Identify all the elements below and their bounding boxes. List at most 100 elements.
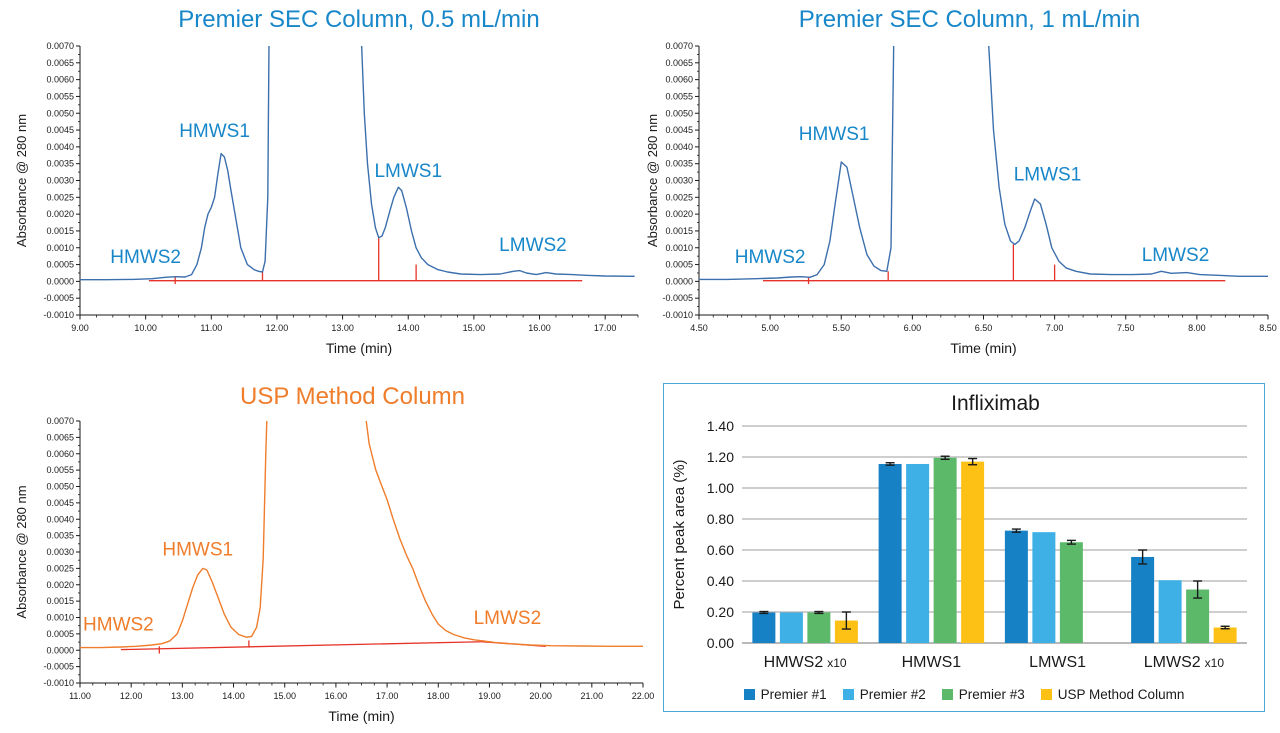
svg-text:0.0045: 0.0045 [46,125,74,135]
svg-text:Time (min): Time (min) [328,708,394,724]
legend-item-premier-2: Premier #2 [842,687,926,702]
svg-text:17.00: 17.00 [594,323,617,333]
svg-text:0.60: 0.60 [707,542,734,558]
svg-text:16.00: 16.00 [325,691,348,701]
svg-text:20.00: 20.00 [529,691,552,701]
svg-text:HMWS1: HMWS1 [162,539,233,560]
svg-text:0.0040: 0.0040 [46,514,74,524]
svg-text:0.0000: 0.0000 [46,276,74,286]
svg-text:0.0035: 0.0035 [665,159,693,169]
svg-text:0.0065: 0.0065 [46,58,74,68]
svg-text:10.00: 10.00 [134,323,157,333]
svg-text:17.00: 17.00 [376,691,399,701]
legend: Premier #1 Premier #2 Premier #3 USP Method… [664,687,1264,702]
svg-text:0.0030: 0.0030 [46,547,74,557]
chromatogram-panel-premier-1: Premier SEC Column, 1 mL/min 0.0070 0.006… [645,0,1280,365]
svg-text:LMWS2: LMWS2 [1142,245,1210,266]
chart-title-usp: USP Method Column [240,383,465,410]
svg-text:6.50: 6.50 [975,323,993,333]
svg-text:12.00: 12.00 [266,323,289,333]
svg-text:13.00: 13.00 [331,323,354,333]
svg-text:0.0050: 0.0050 [665,108,693,118]
svg-text:LMWS2: LMWS2 [499,235,567,256]
svg-text:-0.0005: -0.0005 [662,293,693,303]
svg-text:8.00: 8.00 [1188,323,1206,333]
svg-text:-0.0010: -0.0010 [662,310,693,320]
chromatogram-panel-usp: USP Method Column 0.0070 0.0065 0.0060 0.00… [0,383,655,733]
svg-text:6.00: 6.00 [904,323,922,333]
svg-text:0.0020: 0.0020 [46,580,74,590]
svg-text:0.0060: 0.0060 [665,75,693,85]
svg-text:0.0010: 0.0010 [665,243,693,253]
svg-text:0.0015: 0.0015 [665,226,693,236]
bar-chart-plot-infliximab: 0.00 0.20 0.40 0.60 0.80 1.00 1.20 1.40 HMWS2 x10… [671,418,1247,671]
svg-text:LMWS2: LMWS2 [474,608,542,629]
legend-label: Premier #3 [958,687,1025,702]
svg-text:0.0065: 0.0065 [665,58,693,68]
svg-text:0.0055: 0.0055 [46,91,74,101]
svg-text:0.0015: 0.0015 [46,596,74,606]
chromatogram-plot-usp: 0.0070 0.0065 0.0060 0.0055 0.0050 0.0045 0.00… [14,416,654,724]
svg-text:0.0025: 0.0025 [46,563,74,573]
svg-text:12.00: 12.00 [120,691,143,701]
bar-chart-panel-infliximab: Infliximab 0.00 0.20 0.40 0.60 0.80 1.00 1.20 1… [663,383,1265,712]
svg-text:13.00: 13.00 [171,691,194,701]
svg-text:16.00: 16.00 [528,323,551,333]
svg-text:0.0045: 0.0045 [665,125,693,135]
legend-label: Premier #2 [859,687,926,702]
svg-text:HMWS1: HMWS1 [799,124,870,145]
legend-item-premier-3: Premier #3 [941,687,1025,702]
svg-text:HMWS1: HMWS1 [179,121,250,142]
chart-title-infliximab: Infliximab [951,392,1040,415]
svg-text:11.00: 11.00 [69,691,91,701]
chromatogram-plot-premier-05: 0.0070 0.0065 0.0060 0.0055 0.0050 0.0045 0.00… [14,41,639,356]
svg-text:11.00: 11.00 [200,323,222,333]
svg-text:0.0030: 0.0030 [46,176,74,186]
svg-text:14.00: 14.00 [397,323,420,333]
svg-text:0.0040: 0.0040 [46,142,74,152]
legend-swatch [1040,689,1052,700]
legend-item-premier-1: Premier #1 [743,687,827,702]
svg-text:0.0045: 0.0045 [46,498,74,508]
svg-text:1.20: 1.20 [707,449,734,465]
svg-text:LMWS1: LMWS1 [1029,654,1086,671]
svg-text:HMWS2: HMWS2 [735,247,806,268]
svg-text:0.0025: 0.0025 [665,192,693,202]
svg-text:18.00: 18.00 [427,691,450,701]
legend-label: USP Method Column [1057,687,1185,702]
svg-text:0.0055: 0.0055 [46,465,74,475]
svg-text:0.20: 0.20 [707,604,734,620]
svg-text:19.00: 19.00 [478,691,501,701]
svg-text:0.0040: 0.0040 [665,142,693,152]
svg-text:9.00: 9.00 [71,323,89,333]
svg-text:0.0020: 0.0020 [665,209,693,219]
legend-label: Premier #1 [760,687,827,702]
svg-text:-0.0005: -0.0005 [43,293,74,303]
chart-title-premier-1: Premier SEC Column, 1 mL/min [798,6,1141,33]
svg-text:1.00: 1.00 [707,480,734,496]
legend-item-usp-method-column: USP Method Column [1040,687,1185,702]
svg-text:7.50: 7.50 [1117,323,1135,333]
svg-text:0.0055: 0.0055 [665,91,693,101]
svg-text:0.0005: 0.0005 [46,629,74,639]
svg-text:HMWS1: HMWS1 [902,654,962,671]
legend-swatch [842,689,854,700]
svg-text:-0.0010: -0.0010 [43,678,74,688]
svg-text:0.40: 0.40 [707,573,734,589]
svg-text:0.0020: 0.0020 [46,209,74,219]
svg-text:Absorbance @ 280 nm: Absorbance @ 280 nm [14,114,29,247]
svg-text:0.0000: 0.0000 [665,276,693,286]
svg-text:0.0065: 0.0065 [46,432,74,442]
svg-text:0.0025: 0.0025 [46,192,74,202]
svg-text:15.00: 15.00 [273,691,296,701]
svg-text:0.0070: 0.0070 [665,41,693,51]
svg-text:0.00: 0.00 [707,635,734,651]
chromatogram-panel-premier-05: Premier SEC Column, 0.5 mL/min 0.0070 0.0… [0,0,650,365]
chromatogram-plot-premier-1: 0.0070 0.0065 0.0060 0.0055 0.0050 0.0045 0.00… [645,41,1277,356]
svg-text:Percent peak area (%): Percent peak area (%) [671,459,688,609]
svg-text:Time (min): Time (min) [326,340,392,356]
svg-text:Time (min): Time (min) [950,340,1016,356]
svg-text:0.0015: 0.0015 [46,226,74,236]
